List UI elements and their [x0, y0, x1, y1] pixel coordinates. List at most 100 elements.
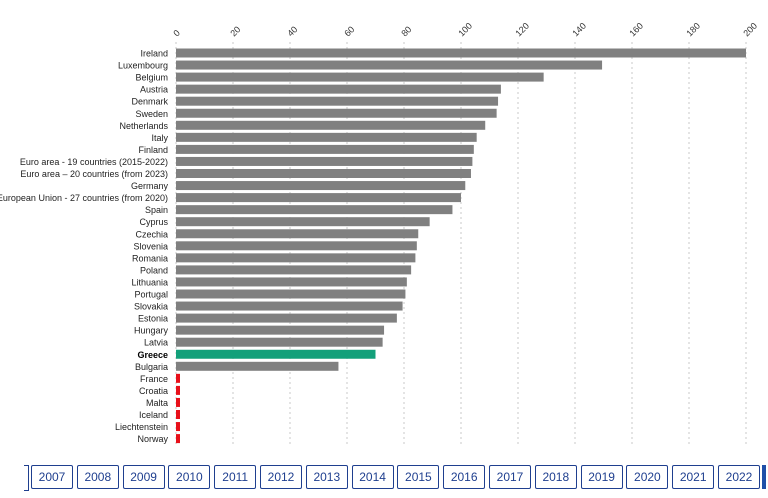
category-label: Sweden [135, 109, 168, 119]
bar[interactable] [176, 144, 474, 154]
missing-value-marker[interactable] [176, 373, 180, 383]
category-label: Estonia [138, 314, 168, 324]
year-button[interactable]: 2015 [397, 465, 440, 489]
year-button[interactable]: 2013 [305, 465, 348, 489]
x-tick-label: 20 [228, 24, 242, 38]
missing-value-marker[interactable] [176, 385, 180, 395]
bar[interactable] [176, 289, 406, 299]
category-labels: Ireland Luxembourg Belgium Austria Denmark Sw… [0, 49, 168, 445]
bar[interactable] [176, 217, 430, 227]
category-label: France [140, 374, 168, 384]
bar[interactable] [176, 241, 417, 251]
bar[interactable] [176, 181, 466, 191]
x-tick-label: 180 [684, 21, 702, 39]
category-label: Germany [131, 181, 169, 191]
missing-value-marker[interactable] [176, 397, 180, 407]
category-label: Slovenia [133, 241, 168, 251]
bar[interactable] [176, 169, 471, 178]
category-label: Lithuania [131, 277, 168, 287]
category-label: Poland [140, 265, 168, 275]
category-label: Denmark [131, 97, 168, 107]
category-label: Euro area – 20 countries (from 2023) [20, 169, 168, 179]
category-label: Malta [146, 398, 168, 408]
year-button[interactable]: 2011 [214, 465, 257, 489]
year-button[interactable]: 2016 [443, 465, 486, 489]
bar[interactable] [176, 96, 499, 106]
x-axis-tick-labels: 0 20 40 60 80 100 120 140 160 180 200 [171, 21, 759, 39]
category-label: Finland [138, 145, 168, 155]
year-button[interactable]: 2012 [260, 465, 302, 489]
category-label: Croatia [139, 386, 168, 396]
bar[interactable] [176, 277, 407, 287]
category-label: Belgium [135, 73, 168, 83]
year-button[interactable]: 2008 [76, 465, 119, 489]
x-tick-label: 200 [741, 21, 759, 39]
bar[interactable] [176, 229, 419, 239]
bar-highlighted[interactable] [176, 349, 376, 359]
category-label: Luxembourg [118, 61, 168, 71]
year-scroll-left-edge[interactable] [24, 465, 29, 491]
category-label: Euro area - 19 countries (2015-2022) [20, 157, 168, 167]
x-tick-label: 0 [171, 28, 182, 39]
missing-value-marker[interactable] [176, 410, 180, 419]
category-label: Norway [137, 434, 168, 444]
year-button[interactable]: 2020 [626, 465, 669, 489]
category-label: Liechtenstein [115, 422, 168, 432]
x-tick-label: 160 [627, 21, 645, 39]
bar[interactable] [176, 205, 453, 215]
bar[interactable] [176, 337, 383, 347]
missing-value-marker[interactable] [176, 422, 180, 432]
bar[interactable] [176, 84, 501, 94]
missing-value-marker[interactable] [176, 434, 180, 444]
bar[interactable] [176, 313, 397, 323]
bars [176, 48, 746, 444]
year-button[interactable]: 2018 [534, 465, 577, 489]
category-label: Romania [132, 253, 168, 263]
bar[interactable] [176, 253, 416, 263]
x-tick-label: 120 [513, 21, 531, 39]
year-button[interactable]: 2007 [31, 465, 73, 489]
year-button[interactable]: 2010 [168, 465, 211, 489]
bar[interactable] [176, 72, 544, 82]
category-label: Netherlands [119, 121, 168, 131]
bar[interactable] [176, 325, 385, 335]
bar[interactable] [176, 120, 486, 130]
category-label: Czechia [135, 229, 168, 239]
year-button[interactable]: 2021 [672, 465, 715, 489]
bar[interactable] [176, 361, 339, 371]
category-label: Greece [137, 350, 168, 360]
year-button[interactable]: 2017 [489, 465, 531, 489]
bar[interactable] [176, 108, 497, 118]
bar[interactable] [176, 132, 477, 142]
year-button[interactable]: 2022 [718, 465, 760, 489]
category-label: Italy [151, 133, 168, 143]
bar[interactable] [176, 265, 412, 275]
bar[interactable] [176, 156, 473, 166]
category-label: Hungary [134, 326, 169, 336]
bar-chart: 0 20 40 60 80 100 120 140 160 180 200 Ireland Luxem… [0, 21, 759, 446]
x-tick-label: 80 [399, 24, 413, 38]
year-scroll-right-edge[interactable] [762, 465, 766, 489]
category-label: Spain [145, 205, 168, 215]
bar[interactable] [176, 301, 403, 311]
year-button[interactable]: 2019 [580, 465, 623, 489]
year-button[interactable]: 2009 [122, 465, 165, 489]
bar[interactable] [176, 60, 603, 70]
bar[interactable] [176, 193, 461, 203]
category-label: Iceland [139, 410, 168, 420]
x-tick-label: 140 [570, 21, 588, 39]
category-label: Cyprus [139, 217, 168, 227]
year-button[interactable]: 2014 [351, 465, 394, 489]
category-label: Latvia [144, 338, 168, 348]
category-label: Slovakia [134, 302, 168, 312]
category-label: Ireland [140, 49, 168, 59]
category-label: Bulgaria [135, 362, 168, 372]
bar[interactable] [176, 48, 746, 58]
x-tick-label: 100 [456, 21, 474, 39]
x-tick-label: 40 [285, 24, 299, 38]
category-label: Austria [140, 85, 168, 95]
category-label: Portugal [134, 290, 168, 300]
x-tick-label: 60 [342, 24, 356, 38]
category-label: European Union - 27 countries (from 2020… [0, 193, 168, 203]
year-selector: 2007 2008 2009 2010 2011 2012 2013 2014 2015 2016… [0, 462, 768, 492]
